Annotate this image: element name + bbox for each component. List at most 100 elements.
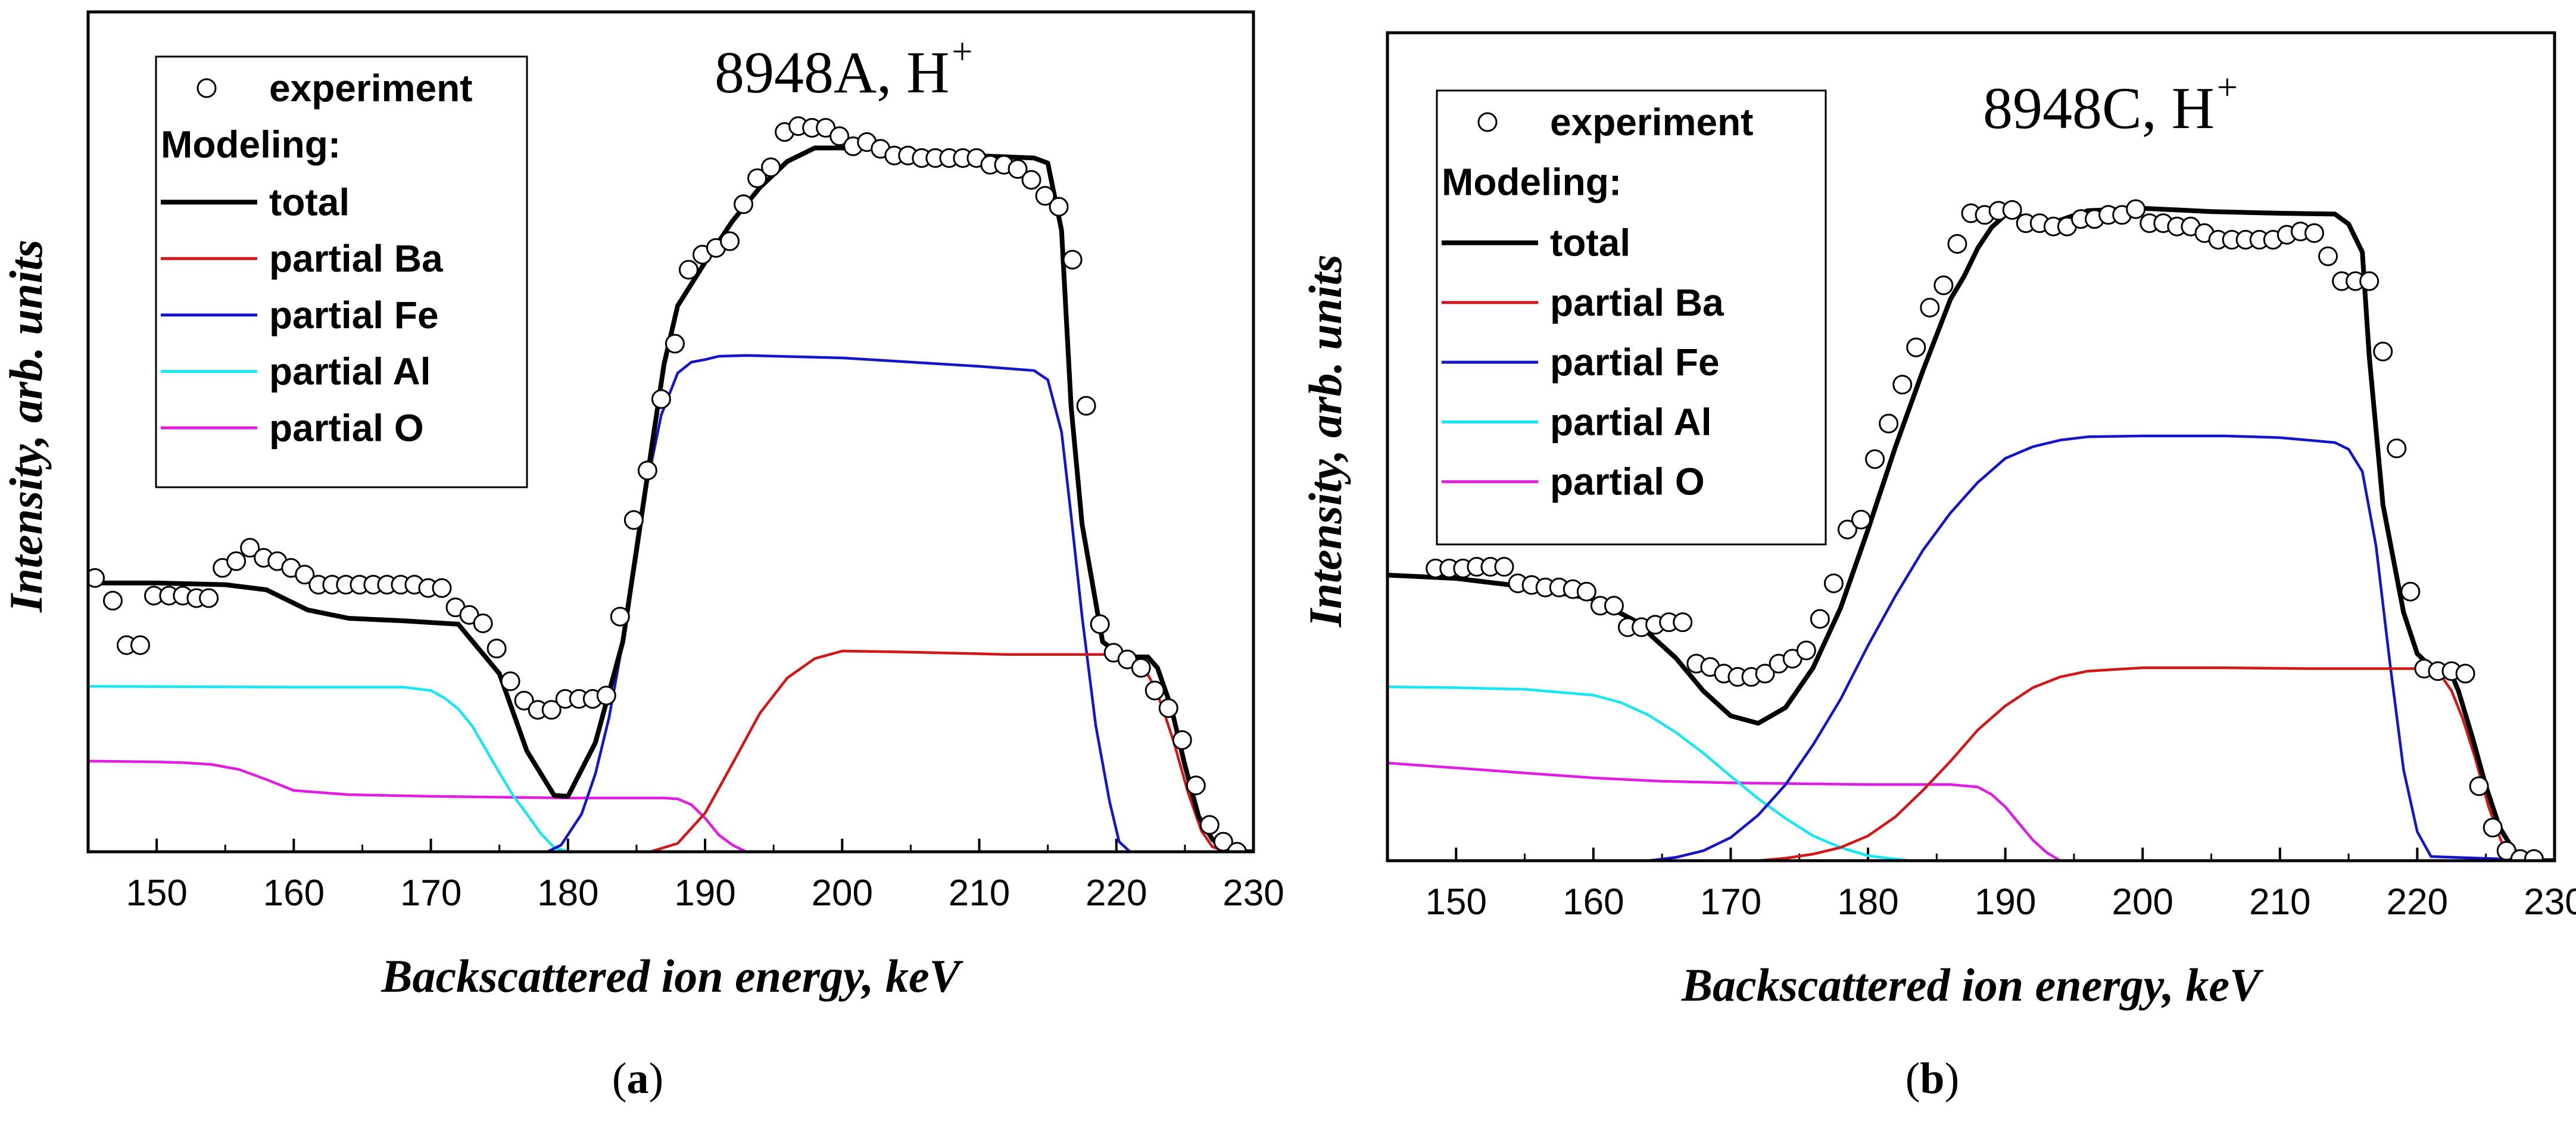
experiment-point — [2483, 817, 2503, 837]
experiment-point — [1131, 658, 1151, 678]
chart-panel-a: 150 160 170 180 190 200 210 220 230 8948A, H + expe… — [0, 10, 1284, 1103]
experiment-point — [1865, 449, 1885, 469]
x-tick-label: 180 — [537, 873, 598, 914]
legend-label-partial-ba: partial Ba — [1550, 281, 1724, 324]
legend-label-total: total — [269, 180, 350, 223]
legend-experiment-marker — [197, 78, 217, 98]
series-partial-fe-line — [88, 354, 1253, 852]
experiment-point — [1810, 609, 1830, 629]
experiment-point — [747, 168, 768, 188]
legend-label-partial-o: partial O — [1550, 460, 1705, 503]
series-partial-al-line — [1387, 685, 1911, 861]
panel-title-superscript: + — [2217, 67, 2238, 108]
panel-caption-letter: a — [627, 1054, 649, 1103]
x-tick-label: 190 — [1975, 882, 2036, 923]
experiment-point — [1144, 680, 1165, 700]
panel-title: 8948A, H — [715, 39, 949, 105]
experiment-point — [1892, 375, 1913, 395]
experiment-point — [1186, 776, 1206, 796]
experiment-point — [2455, 664, 2475, 684]
experiment-point — [2524, 849, 2544, 861]
panel-caption: (a) — [612, 1054, 663, 1103]
x-tick-label: 230 — [2524, 882, 2576, 923]
series-partial-al-line — [88, 684, 1253, 852]
experiment-point — [2400, 581, 2421, 602]
legend-heading: Modeling: — [161, 123, 341, 166]
experiment-point — [1906, 337, 1926, 357]
experiment-point — [514, 690, 534, 711]
series-partial-o-line — [1387, 761, 2062, 861]
experiment-point — [596, 686, 616, 706]
x-tick-label: 170 — [1700, 882, 1761, 923]
series-partial-ba-line — [1757, 666, 2555, 861]
experiment-point — [1576, 581, 1596, 602]
experiment-point — [486, 639, 507, 659]
x-tick-label: 210 — [2249, 882, 2310, 923]
experiment-point — [2304, 223, 2324, 243]
experiment-point — [2469, 776, 2489, 796]
experiment-point — [678, 260, 698, 280]
x-tick-label: 190 — [674, 873, 735, 914]
plot-area — [88, 116, 1253, 852]
experiment-point — [1227, 842, 1247, 852]
experiment-point — [1879, 413, 1899, 434]
plot-frame — [86, 10, 1255, 854]
experiment-point — [130, 635, 150, 655]
experiment-point — [637, 460, 657, 481]
experiment-point — [829, 126, 850, 147]
experiment-point — [1851, 509, 1872, 530]
x-tick-label: 150 — [126, 873, 187, 914]
experiment-point — [1796, 640, 1816, 661]
experiment-point — [541, 700, 562, 720]
experiment-point — [1158, 698, 1178, 718]
legend-label-partial-fe: partial Fe — [269, 294, 439, 337]
experiment-point — [2002, 200, 2022, 220]
panel-caption: (b) — [1906, 1054, 1959, 1103]
experiment-point — [761, 157, 781, 178]
experiment-point — [473, 613, 493, 633]
legend-experiment-marker — [1477, 112, 1498, 132]
x-axis-title: Backscattered ion energy, keV — [381, 950, 964, 1002]
legend-label-partial-al: partial Al — [269, 350, 431, 393]
experiment-point — [1604, 596, 1624, 616]
y-axis-title: Intensity, arb. units — [1299, 254, 1351, 628]
experiment-point — [199, 588, 219, 608]
experiment-point — [102, 590, 123, 611]
experiment-point — [1021, 170, 1041, 190]
x-tick-label: 220 — [1086, 873, 1147, 914]
x-tick-label: 200 — [2112, 882, 2173, 923]
legend-heading: Modeling: — [1442, 160, 1621, 203]
legend-experiment-label: experiment — [1550, 101, 1753, 144]
experiment-point — [2359, 271, 2379, 291]
experiment-point — [1076, 396, 1096, 416]
legend-label-partial-o: partial O — [269, 406, 424, 449]
legend: experiment Modeling: total partial Ba partia… — [155, 55, 528, 488]
y-axis-title: Intensity, arb. units — [0, 239, 52, 613]
plot-area — [1387, 199, 2555, 861]
legend-label-partial-fe: partial Fe — [1550, 341, 1720, 384]
legend-label-total: total — [1550, 222, 1630, 264]
experiment-point — [1837, 519, 1857, 540]
experiment-point — [734, 194, 754, 214]
experiment-point — [88, 568, 105, 588]
x-tick-label: 160 — [1563, 882, 1624, 923]
experiment-point — [1090, 614, 1110, 634]
legend-box — [1436, 89, 1827, 546]
series-partial-o-line — [88, 759, 1253, 852]
experiment-point — [1947, 233, 1967, 254]
x-tick-label: 210 — [949, 873, 1010, 914]
x-tick-label: 220 — [2387, 882, 2448, 923]
experiment-point — [500, 671, 520, 692]
experiment-point — [1199, 815, 1220, 835]
experiment-point — [432, 578, 452, 598]
x-tick-label: 160 — [263, 873, 325, 914]
experiment-point — [2387, 438, 2407, 459]
panel-caption-letter: b — [1920, 1054, 1944, 1103]
x-tick-label: 170 — [400, 873, 461, 914]
experiment-point — [1062, 250, 1083, 270]
legend-label-partial-al: partial Al — [1550, 400, 1711, 443]
panel-title: 8948C, H — [1983, 75, 2215, 141]
experiment-point — [610, 606, 630, 627]
experiment-point — [1933, 275, 1954, 295]
